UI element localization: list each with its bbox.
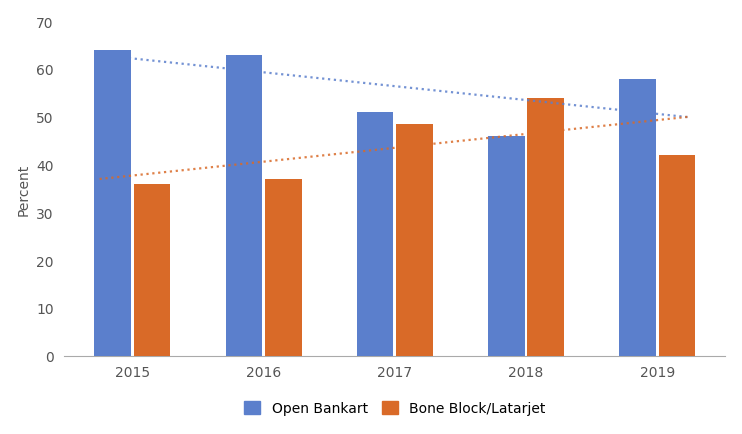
Bar (528, 99, 564, 356)
Y-axis label: Percent: Percent (16, 163, 30, 215)
Bar (396, 125, 433, 356)
Bar (619, 79, 656, 356)
Bar (134, 184, 171, 356)
Bar (488, 137, 525, 356)
Legend: Open Bankart, Bone Block/Latarjet: Open Bankart, Bone Block/Latarjet (237, 395, 553, 422)
Bar (357, 113, 393, 356)
Bar (94, 51, 131, 356)
Bar (659, 156, 695, 356)
Bar (265, 180, 302, 356)
Bar (226, 56, 262, 356)
